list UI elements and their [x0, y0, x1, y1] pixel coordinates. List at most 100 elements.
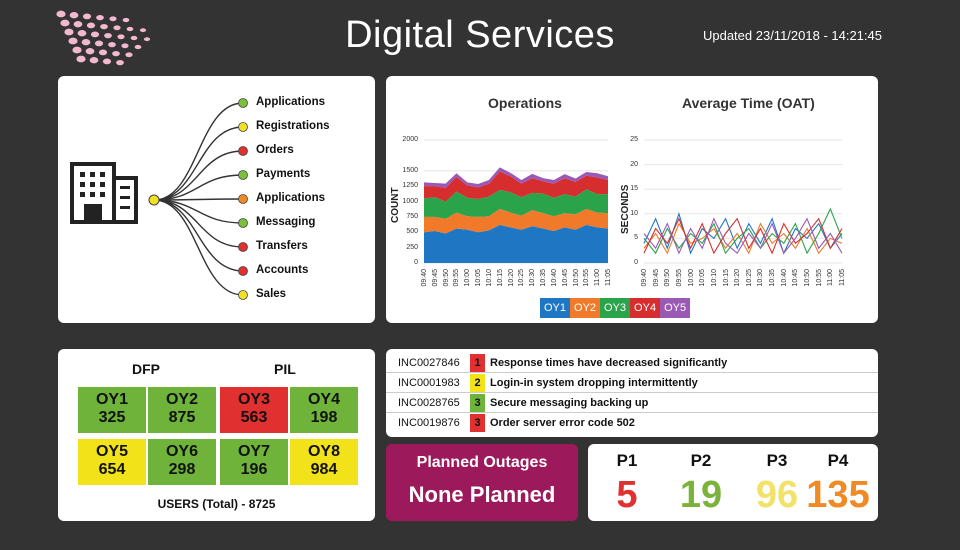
outages-title: Planned Outages: [416, 454, 548, 471]
priority-count-p1[interactable]: 5: [616, 474, 638, 516]
area-series-oy2: [424, 208, 608, 234]
service-branch: [153, 174, 244, 201]
tile-name: OY6: [165, 443, 198, 460]
outages-value: None Planned: [408, 482, 556, 507]
x-tick-label: 10:55: [815, 269, 823, 287]
service-status-dot: [238, 266, 248, 276]
y-tick-label: 250: [406, 243, 418, 251]
y-tick-label: 5: [634, 234, 638, 242]
hub-node: [148, 194, 160, 206]
line-series-oy5: [643, 217, 843, 255]
x-tick-label: 10:25: [745, 269, 753, 287]
x-tick-label: 10:15: [722, 269, 730, 287]
legend-item-oy5[interactable]: OY5: [660, 298, 691, 318]
priorities-panel: P1 5 P2 19 P3 96 P4 135: [588, 444, 878, 521]
y-tick-label: 10: [630, 209, 638, 217]
incident-id: INC0027846: [398, 357, 460, 369]
incident-row[interactable]: INC0019876 3 Order server error code 502: [386, 413, 878, 433]
service-label: Applications: [256, 96, 326, 108]
line-series-oy1: [643, 211, 843, 255]
service-branch: [153, 102, 244, 201]
incident-id: INC0001983: [398, 377, 460, 389]
logo-dots: [56, 10, 151, 66]
incident-id: INC0028765: [398, 397, 460, 409]
incident-row[interactable]: INC0001983 2 Login-in system dropping inte…: [386, 373, 878, 393]
x-tick-label: 10:50: [572, 269, 580, 287]
y-tick-label: 1500: [402, 166, 418, 174]
priority-label-p3: P3: [766, 451, 788, 470]
service-status-dot: [238, 242, 248, 252]
user-tile-oy8[interactable]: OY8 984: [290, 439, 358, 485]
page-title: Digital Services: [345, 14, 615, 56]
x-tick-label: 09:50: [442, 269, 450, 287]
tile-name: OY4: [307, 391, 340, 408]
user-tile-oy2[interactable]: OY2 875: [148, 387, 216, 433]
incidents-panel: INC0027846 1 Response times have decreased…: [386, 349, 878, 437]
legend-item-oy2[interactable]: OY2: [570, 298, 601, 318]
users-total: USERS (Total) - 8725: [157, 497, 276, 511]
incident-id: INC0019876: [398, 417, 460, 429]
group-pil-label: PIL: [274, 361, 296, 377]
tile-name: OY3: [237, 391, 270, 408]
incident-row[interactable]: INC0027846 1 Response times have decreased…: [386, 353, 878, 373]
area-series-oy1: [424, 224, 608, 263]
incident-description: Secure messaging backing up: [490, 397, 649, 409]
priority-count-p2[interactable]: 19: [679, 474, 723, 516]
incident-description: Order server error code 502: [490, 417, 635, 429]
service-status-dot: [238, 170, 248, 180]
tile-value: 298: [168, 461, 196, 478]
user-tile-oy7[interactable]: OY7 196: [220, 439, 288, 485]
priority-count-p3[interactable]: 96: [755, 474, 799, 516]
x-tick-label: 10:55: [583, 269, 591, 287]
service-status-dot: [238, 122, 248, 132]
tile-value: 325: [98, 409, 126, 426]
y-tick-label: 1250: [402, 182, 418, 190]
legend-item-oy3[interactable]: OY3: [600, 298, 631, 318]
x-tick-label: 11:00: [827, 269, 835, 286]
incident-priority-badge: 1: [470, 354, 485, 372]
y-tick-label: 750: [406, 212, 418, 220]
x-tick-label: 10:30: [529, 269, 537, 287]
incident-row[interactable]: INC0028765 3 Secure messaging backing up: [386, 393, 878, 413]
operations-panel: Operations Average Time (OAT) COUNT SECO…: [386, 76, 878, 323]
area-series-oy3: [424, 189, 608, 219]
service-branch: [153, 150, 244, 201]
service-label: Applications: [256, 192, 326, 204]
oat-title: Average Time (OAT): [682, 95, 815, 111]
x-tick-label: 09:55: [453, 269, 461, 287]
service-label: Accounts: [256, 264, 309, 276]
services-tree: [70, 98, 248, 300]
x-tick-label: 10:00: [464, 269, 472, 287]
x-tick-label: 10:35: [769, 269, 777, 287]
service-status-dot: [238, 98, 248, 108]
tile-value: 563: [240, 409, 268, 426]
charts-canvas: [424, 139, 843, 264]
x-tick-label: 10:10: [485, 269, 493, 287]
service-status-dot: [238, 146, 248, 156]
service-branch: [153, 126, 244, 201]
user-tile-oy5[interactable]: OY5 654: [78, 439, 146, 485]
tile-name: OY2: [165, 391, 198, 408]
legend-item-oy4[interactable]: OY4: [630, 298, 661, 318]
tile-name: OY7: [237, 443, 270, 460]
line-series-oy4: [643, 217, 843, 255]
x-tick-label: 10:30: [757, 269, 765, 287]
service-status-dot: [238, 194, 248, 204]
priority-count-p4[interactable]: 135: [806, 474, 870, 516]
user-tile-oy4[interactable]: OY4 198: [290, 387, 358, 433]
x-tick-label: 09:40: [641, 269, 648, 287]
operations-title: Operations: [488, 95, 562, 111]
legend-item-oy1[interactable]: OY1: [540, 298, 571, 318]
group-dfp-label: DFP: [132, 361, 160, 377]
user-tile-oy6[interactable]: OY6 298: [148, 439, 216, 485]
y-tick-label: 15: [630, 185, 638, 193]
service-label: Orders: [256, 144, 294, 156]
service-branch: [153, 199, 244, 296]
updated-timestamp: Updated 23/11/2018 - 14:21:45: [702, 28, 882, 43]
x-tick-label: 10:05: [699, 269, 707, 287]
user-tile-oy3[interactable]: OY3 563: [220, 387, 288, 433]
user-tile-oy1[interactable]: OY1 325: [78, 387, 146, 433]
incident-priority-badge: 2: [470, 374, 485, 392]
users-panel: DFP PIL OY1 325 OY2 875 OY3 563 OY4 198 OY5 654 OY…: [58, 349, 375, 521]
service-label: Transfers: [256, 240, 308, 252]
